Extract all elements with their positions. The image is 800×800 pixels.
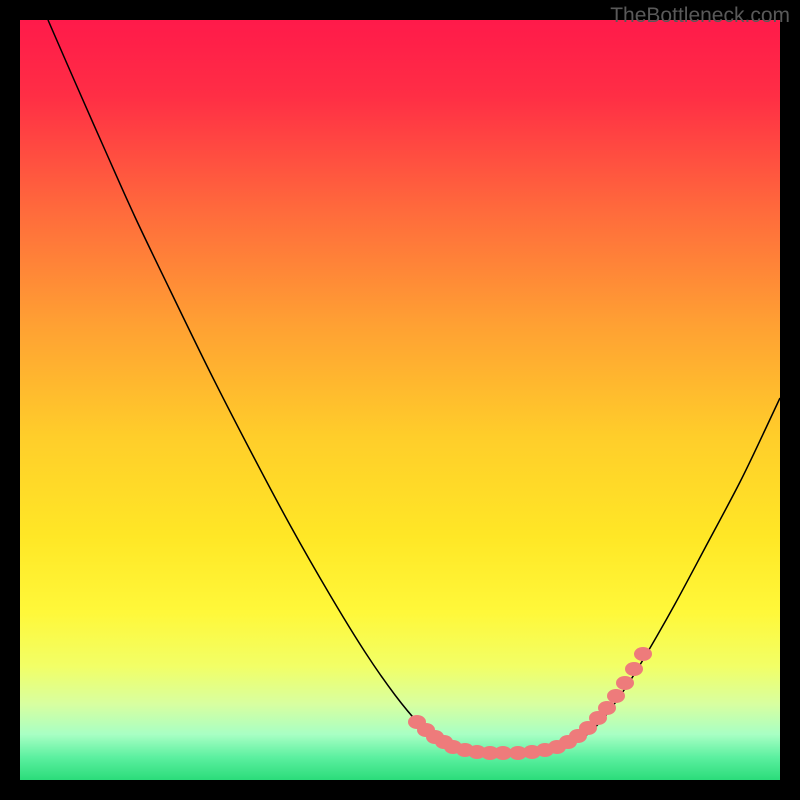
marker-point — [598, 701, 616, 715]
marker-point — [616, 676, 634, 690]
marker-point — [625, 662, 643, 676]
watermark-text: TheBottleneck.com — [610, 4, 790, 28]
gradient-background — [20, 20, 780, 780]
marker-point — [634, 647, 652, 661]
chart-svg — [20, 20, 780, 780]
plot-area — [20, 20, 780, 780]
chart-container: TheBottleneck.com — [0, 0, 800, 800]
marker-point — [607, 689, 625, 703]
